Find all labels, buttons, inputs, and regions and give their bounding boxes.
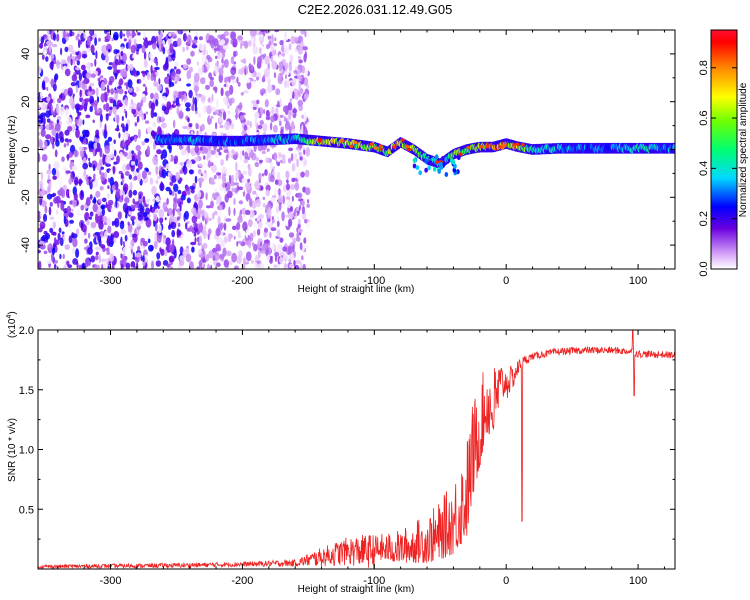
colorbar-tick-label: 0.8 [698, 60, 710, 75]
colorbar-tick-label: 0.0 [698, 261, 710, 276]
colorbar-tick-label: 0.6 [698, 110, 710, 125]
snr-panel: -300 -200 -100 0 100 0.5 1.0 1.5 2.0 Height of s… [6, 311, 676, 595]
snr-x-tick-label: 100 [629, 575, 647, 587]
spectrogram-y-tick-label: 20 [20, 96, 32, 108]
snr-y-tick-label: 1.5 [19, 385, 34, 397]
colorbar-label: Normalized spectral amplitude [738, 82, 749, 217]
snr-y-label: SNR (10 * v/v) [7, 418, 18, 482]
spectrogram-x-tick-label: -100 [363, 275, 385, 287]
snr-y-tick-label: 2.0 [19, 325, 34, 337]
snr-x-tick-label: -200 [231, 575, 253, 587]
spectrogram-y-tick-label: -40 [20, 237, 32, 253]
spectrogram-x-tick-label: 100 [629, 275, 647, 287]
snr-y-tick-label: 1.0 [19, 445, 34, 457]
snr-x-tick-label: -300 [100, 575, 122, 587]
spectrogram-frame [37, 29, 676, 270]
snr-scale-exponent: 4 [6, 315, 13, 319]
spectrogram-y-tick-label: 0 [20, 146, 32, 152]
snr-frame [37, 329, 676, 570]
spectrogram-x-label: Height of straight line (km) [298, 284, 415, 295]
snr-y-tick-label: 0.5 [19, 504, 34, 516]
snr-scale-close: ) [7, 311, 18, 314]
snr-ticks: -300 -200 -100 0 100 0.5 1.0 1.5 2.0 [19, 325, 675, 587]
chart-title: C2E2.2026.031.12.49.G05 [298, 2, 453, 17]
colorbar-tick-label: 0.4 [698, 161, 710, 176]
snr-scale-label: (x104) [6, 311, 18, 338]
colorbar-tick-label: 0.2 [698, 211, 710, 226]
colorbar-ticks: 0.0 0.2 0.4 0.6 0.8 [698, 60, 737, 277]
spectrogram-x-tick-label: -200 [231, 275, 253, 287]
spectrogram-x-tick-label: -300 [100, 275, 122, 287]
snr-x-tick-label: -100 [363, 575, 385, 587]
colorbar-gradient [710, 29, 738, 270]
spectrogram-heatmap [38, 30, 675, 269]
snr-series-line [38, 330, 675, 569]
spectrogram-x-tick-label: 0 [503, 275, 509, 287]
spectrogram-y-tick-label: 40 [20, 48, 32, 60]
colorbar: 0.0 0.2 0.4 0.6 0.8 Normalized spectral ampl… [698, 29, 749, 277]
snr-x-label: Height of straight line (km) [298, 584, 415, 595]
snr-scale-prefix: (x10 [7, 318, 18, 338]
spectrogram-y-tick-label: -20 [20, 189, 32, 205]
spectrogram-y-label: Frequency (Hz) [7, 116, 18, 185]
snr-x-tick-label: 0 [503, 575, 509, 587]
